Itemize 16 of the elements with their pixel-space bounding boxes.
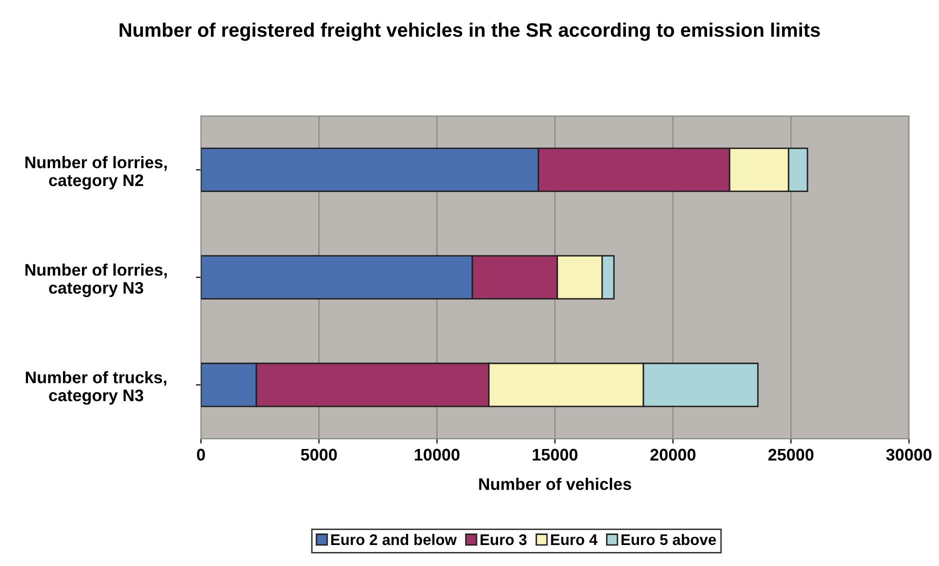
x-tick-label: 0	[196, 448, 205, 461]
y-tick-label: Number of lorries, category N2	[25, 156, 167, 190]
legend-label: Euro 5 above	[622, 534, 716, 546]
y-tick-label: Number of lorries, category N3	[25, 264, 167, 298]
legend-label: Euro 2 and below	[331, 534, 457, 546]
x-tick-label: 10000	[414, 448, 460, 461]
x-tick-label: 20000	[650, 448, 696, 461]
legend-label: Euro 3	[480, 534, 527, 546]
legend-label: Euro 4	[551, 534, 598, 546]
x-tick-label: 5000	[300, 448, 337, 461]
y-tick-label: Number of trucks, category N3	[26, 371, 166, 405]
x-tick-label: 25000	[768, 448, 814, 461]
x-tick-label: 15000	[532, 448, 578, 461]
x-axis-title: Number of vehicles	[479, 478, 632, 490]
x-tick-label: 30000	[886, 448, 932, 461]
chart-title: Number of registered freight vehicles in the SR according to emission limits	[120, 22, 820, 41]
